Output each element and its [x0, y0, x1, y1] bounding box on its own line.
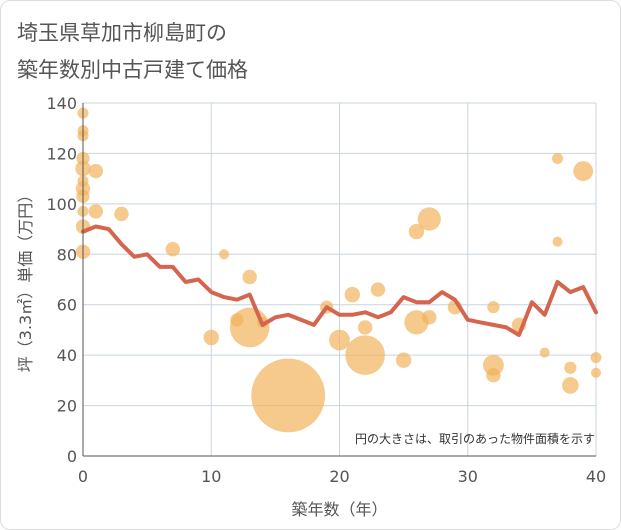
bubble-size-note: 円の大きさは、取引のあった物件面積を示す	[355, 431, 595, 446]
data-bubble-16	[203, 329, 219, 346]
y-tick-label-1: 20	[57, 397, 77, 416]
data-bubble-27	[370, 282, 386, 297]
data-bubble-34	[487, 301, 500, 314]
y-tick-label-2: 40	[57, 346, 77, 365]
x-tick-label-1: 10	[201, 467, 221, 486]
data-bubble-14	[165, 242, 180, 257]
y-tick-label-6: 120	[46, 144, 77, 163]
grid-lines	[83, 102, 597, 456]
data-bubble-45	[591, 367, 601, 378]
x-tick-label-2: 20	[329, 467, 349, 486]
y-tick-label-0: 0	[67, 447, 77, 466]
data-bubble-13	[114, 206, 129, 222]
data-bubble-40	[552, 236, 563, 247]
y-tick-label-5: 100	[46, 195, 77, 214]
y-tick-label-4: 80	[57, 245, 77, 264]
x-tick-label-3: 30	[458, 467, 478, 486]
y-tick-label-7: 140	[46, 94, 77, 113]
tick-labels: 0 10 20 30 40 0 20 40 60 80 100 120 140	[46, 94, 606, 486]
data-bubble-36	[486, 368, 501, 383]
trend-line-series	[81, 224, 598, 337]
data-bubble-41	[564, 361, 577, 374]
data-bubble-28	[395, 352, 412, 368]
data-bubble-12	[88, 204, 104, 219]
x-tick-label-4: 40	[586, 467, 606, 486]
y-tick-label-3: 60	[57, 296, 77, 315]
data-bubble-39	[552, 152, 564, 164]
data-bubble-11	[88, 163, 104, 179]
chart-title-line-1: 埼玉県草加市柳島町の	[17, 21, 227, 45]
data-bubble-24	[344, 286, 361, 303]
data-bubble-43	[573, 161, 594, 181]
data-bubble-26	[345, 335, 385, 375]
data-bubble-18	[242, 269, 257, 285]
trend-line	[81, 224, 598, 337]
data-bubble-23	[329, 329, 350, 351]
axes	[82, 103, 596, 457]
data-bubble-38	[539, 347, 550, 358]
x-tick-label-0: 0	[78, 467, 88, 486]
data-bubble-29	[408, 223, 425, 240]
chart-title: 埼玉県草加市柳島町の 築年数別中古戸建て価格	[17, 15, 248, 89]
data-bubble-25	[357, 320, 373, 335]
data-bubble-31	[417, 207, 441, 231]
y-axis-title: 坪（3.3㎡）単価（万円）	[16, 187, 35, 372]
x-axis-title: 築年数（年）	[291, 500, 387, 519]
data-bubble-44	[590, 352, 602, 364]
data-bubble-32	[422, 310, 437, 325]
data-bubble-15	[219, 249, 230, 260]
data-bubble-21	[251, 358, 326, 433]
bubble-series	[75, 107, 602, 433]
data-bubble-42	[562, 377, 579, 394]
chart-title-line-2: 築年数別中古戸建て価格	[17, 58, 248, 82]
